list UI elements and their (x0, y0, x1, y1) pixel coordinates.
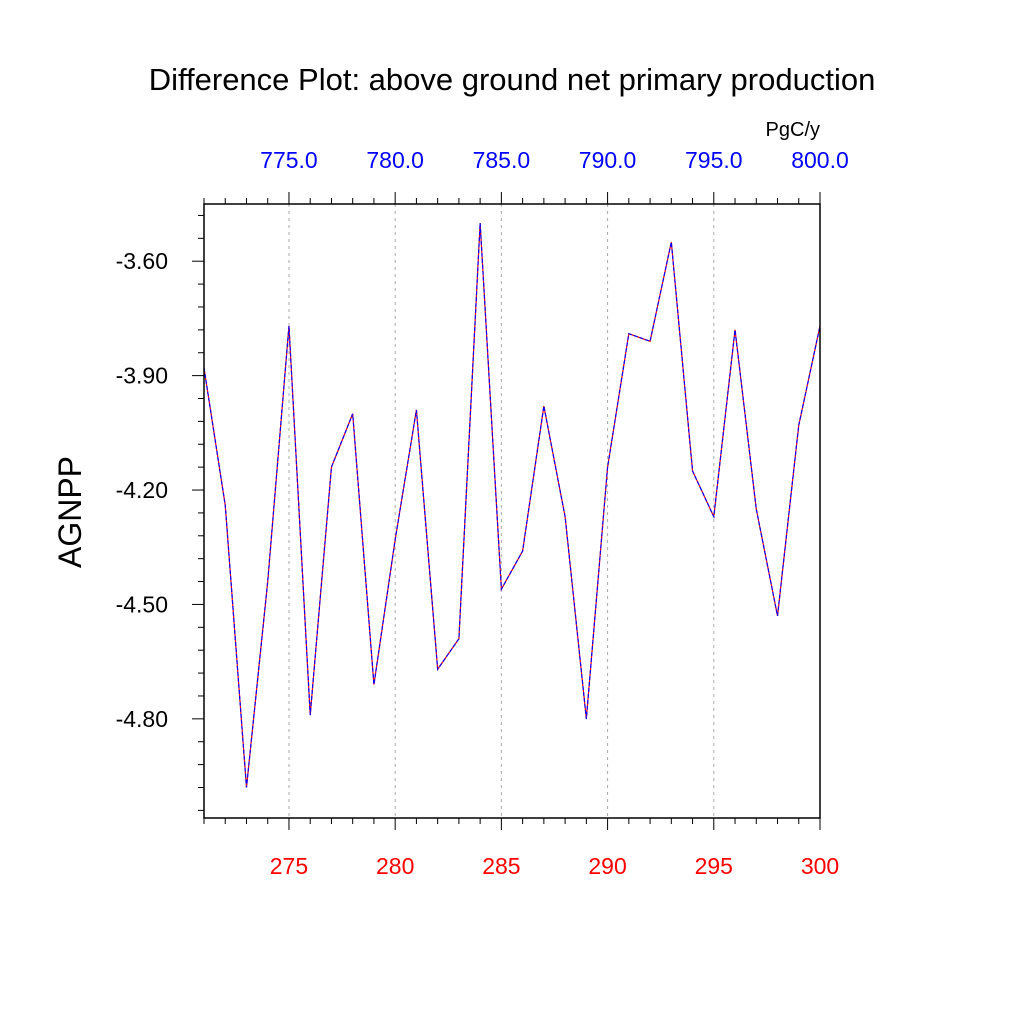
y-tick-label: -4.20 (116, 477, 168, 503)
units-label: PgC/y (766, 119, 820, 141)
axis-ticks: 275 280 285 290 295 300 775.0 780.0 785.0 790.0 79… (116, 147, 849, 879)
x-tick-label: 300 (801, 853, 839, 879)
y-tick-label: -3.60 (116, 248, 168, 274)
chart-title: Difference Plot: above ground net primar… (149, 62, 876, 97)
x-tick-label: 275 (270, 853, 308, 879)
top-x-tick-label: 800.0 (791, 147, 849, 173)
top-x-tick-label: 775.0 (260, 147, 318, 173)
y-tick-label: -4.80 (116, 706, 168, 732)
top-x-tick-label: 795.0 (685, 147, 743, 173)
top-x-tick-label: 790.0 (579, 147, 637, 173)
plot-frame (203, 203, 821, 819)
x-tick-label: 290 (588, 853, 626, 879)
y-tick-label: -3.90 (116, 363, 168, 389)
x-tick-label: 280 (376, 853, 414, 879)
grid (288, 204, 715, 818)
y-axis-label: AGNPP (52, 456, 88, 568)
y-tick-label: -4.50 (116, 591, 168, 617)
top-x-tick-label: 785.0 (473, 147, 531, 173)
top-x-tick-label: 780.0 (366, 147, 424, 173)
series-line-2 (203, 223, 821, 788)
x-tick-label: 295 (695, 853, 733, 879)
series-line-1 (203, 223, 821, 788)
x-tick-label: 285 (482, 853, 520, 879)
series-lines (203, 223, 821, 788)
